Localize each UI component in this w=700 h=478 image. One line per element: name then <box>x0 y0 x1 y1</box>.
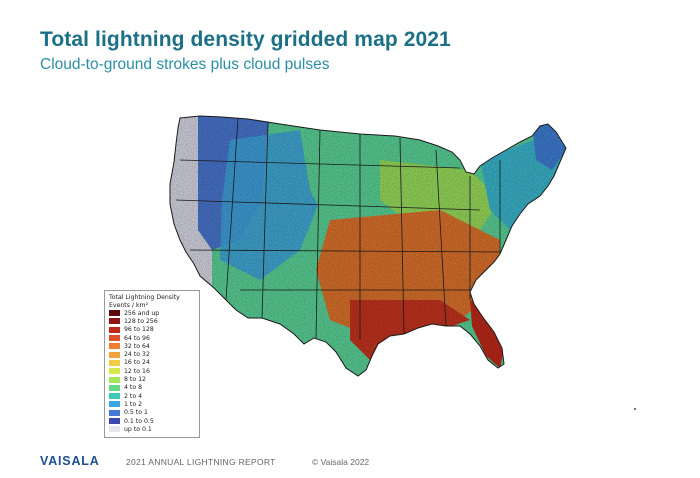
state-border-line <box>315 129 321 339</box>
legend-item: 4 to 8 <box>109 384 195 392</box>
legend-swatch <box>109 409 120 416</box>
legend-label: 0.5 to 1 <box>124 409 148 417</box>
legend-label: 128 to 256 <box>124 317 158 325</box>
legend-swatch <box>109 351 120 358</box>
map-title: Total lightning density gridded map 2021 <box>40 28 451 51</box>
legend-item: 32 to 64 <box>109 342 195 350</box>
legend-label: 32 to 64 <box>124 342 150 350</box>
legend-swatch <box>109 393 120 400</box>
legend-label: 2 to 4 <box>124 392 143 400</box>
legend-item: 24 to 32 <box>109 350 195 358</box>
legend-swatch <box>109 318 120 325</box>
legend-swatch <box>109 359 120 366</box>
legend-swatch <box>109 310 120 317</box>
legend-label: 16 to 24 <box>124 359 150 367</box>
legend-label: 4 to 8 <box>124 384 143 392</box>
legend-item: 2 to 4 <box>109 392 195 400</box>
state-border-line <box>399 137 405 335</box>
legend-label: 64 to 96 <box>124 334 150 342</box>
legend-item: 256 and up <box>109 309 195 317</box>
legend-label: 0.1 to 0.5 <box>124 417 154 425</box>
legend-label: 1 to 2 <box>124 400 143 408</box>
legend-swatch <box>109 401 120 408</box>
stray-dot <box>634 408 636 410</box>
legend-item: 8 to 12 <box>109 375 195 383</box>
legend-swatch <box>109 335 120 342</box>
legend-item: 64 to 96 <box>109 334 195 342</box>
state-border-line <box>175 199 481 211</box>
vaisala-logo: VAISALA <box>40 454 100 468</box>
state-borders <box>175 117 501 340</box>
legend-swatch <box>109 376 120 383</box>
legend-item: 96 to 128 <box>109 326 195 334</box>
state-border-line <box>261 121 269 319</box>
legend-label: 12 to 16 <box>124 367 150 375</box>
legend-rows: 256 and up 128 to 256 96 to 128 64 to 96 32 … <box>109 309 195 433</box>
map-legend: Total Lightning Density Events / km² 256… <box>104 290 200 439</box>
legend-item: 0.1 to 0.5 <box>109 417 195 425</box>
map-subtitle: Cloud-to-ground strokes plus cloud pulse… <box>40 56 330 73</box>
state-border-line <box>179 159 461 169</box>
report-name: 2021 ANNUAL LIGHTNING REPORT <box>126 457 276 467</box>
state-border-line <box>435 149 447 327</box>
state-border-line <box>189 249 501 253</box>
legend-swatch <box>109 368 120 375</box>
legend-label: 24 to 32 <box>124 351 150 359</box>
legend-label: 8 to 12 <box>124 376 146 384</box>
copyright: © Vaisala 2022 <box>312 457 370 467</box>
legend-title: Total Lightning Density <box>109 294 180 301</box>
legend-swatch <box>109 343 120 350</box>
legend-swatch <box>109 384 120 391</box>
legend-swatch <box>109 418 120 424</box>
legend-units: Events / km² <box>109 301 149 309</box>
legend-item: up to 0.1 <box>109 425 195 433</box>
legend-item: 12 to 16 <box>109 367 195 375</box>
legend-item: 16 to 24 <box>109 359 195 367</box>
state-border-line <box>225 117 239 301</box>
legend-label: up to 0.1 <box>124 425 152 433</box>
legend-swatch <box>109 326 120 333</box>
legend-label: 96 to 128 <box>124 326 154 334</box>
legend-item: 0.5 to 1 <box>109 409 195 417</box>
legend-item: 128 to 256 <box>109 317 195 325</box>
legend-label: 256 and up <box>124 309 160 317</box>
legend-item: 1 to 2 <box>109 400 195 408</box>
legend-swatch <box>109 426 120 433</box>
